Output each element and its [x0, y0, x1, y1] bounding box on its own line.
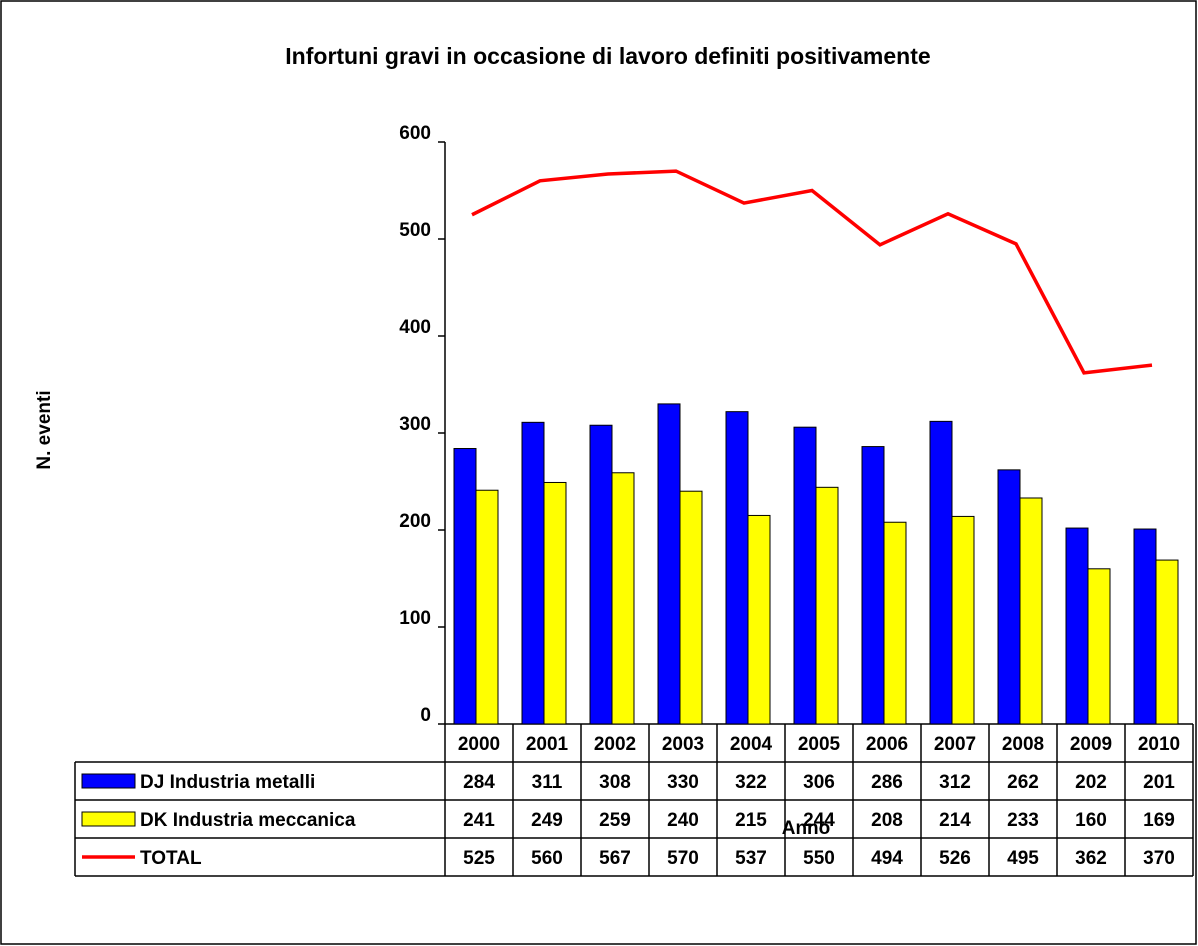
table-value: 570: [667, 848, 699, 869]
y-tick-label: 500: [399, 220, 431, 241]
y-tick-label: 300: [399, 414, 431, 435]
bar: [1087, 568, 1111, 725]
line-series: [471, 169, 1153, 375]
x-tick-label: 2000: [458, 734, 500, 755]
y-axis-label: N. eventi: [34, 390, 55, 469]
table-value: 215: [735, 810, 767, 831]
bar: [1155, 559, 1179, 725]
table-value: 286: [871, 772, 903, 793]
table-value: 526: [939, 848, 971, 869]
legend-label: TOTAL: [140, 848, 202, 869]
table-value: 370: [1143, 848, 1175, 869]
table-value: 330: [667, 772, 699, 793]
x-tick-label: 2010: [1138, 734, 1180, 755]
table-value: 249: [531, 810, 563, 831]
bar: [679, 490, 703, 725]
x-axis-label: Anno: [782, 818, 831, 839]
table-value: 208: [871, 810, 903, 831]
x-tick-label: 2006: [866, 734, 908, 755]
y-tick-label: 400: [399, 317, 431, 338]
table-value: 308: [599, 772, 631, 793]
x-tick-label: 2008: [1002, 734, 1044, 755]
table-value: 202: [1075, 772, 1107, 793]
legend-key: [81, 811, 136, 827]
x-tick-label: 2003: [662, 734, 704, 755]
bar: [861, 446, 885, 725]
y-tick-label: 100: [399, 608, 431, 629]
table-value: 567: [599, 848, 631, 869]
table-value: 262: [1007, 772, 1039, 793]
chart-title: Infortuni gravi in occasione di lavoro d…: [285, 43, 930, 69]
bar: [657, 403, 681, 725]
x-tick-label: 2004: [730, 734, 773, 755]
bar: [951, 515, 975, 725]
legend-label: DK Industria meccanica: [140, 810, 356, 831]
bar: [475, 489, 499, 725]
x-tick-label: 2005: [798, 734, 841, 755]
table-value: 284: [463, 772, 495, 793]
x-tick-label: 2001: [526, 734, 569, 755]
table-value: 362: [1075, 848, 1107, 869]
x-tick-label: 2007: [934, 734, 976, 755]
table-value: 240: [667, 810, 699, 831]
table-value: 233: [1007, 810, 1039, 831]
bar: [747, 514, 771, 725]
y-tick-label: 200: [399, 511, 431, 532]
bar: [793, 426, 817, 725]
bar: [883, 521, 907, 725]
x-tick-label: 2002: [594, 734, 636, 755]
legend-key: [81, 773, 136, 789]
table-value: 244: [803, 810, 835, 831]
table-value: 494: [871, 848, 903, 869]
bar: [725, 411, 749, 725]
y-tick-label: 600: [399, 123, 431, 144]
table-value: 259: [599, 810, 631, 831]
bar: [1065, 527, 1089, 725]
bar: [815, 486, 839, 725]
x-tick-label: 2009: [1070, 734, 1112, 755]
table-value: 311: [532, 772, 563, 793]
y-tick-label: 0: [420, 705, 431, 726]
table-value: 495: [1007, 848, 1039, 869]
bar: [589, 424, 613, 725]
legend-label: DJ Industria metalli: [140, 772, 315, 793]
table-value: 201: [1143, 772, 1175, 793]
bar: [543, 481, 567, 725]
table-value: 322: [735, 772, 767, 793]
bar: [453, 448, 477, 725]
bar: [521, 421, 545, 725]
table-value: 160: [1075, 810, 1107, 831]
table-value: 214: [939, 810, 971, 831]
bar: [929, 420, 953, 725]
bar: [611, 472, 635, 725]
bar: [1019, 497, 1043, 725]
bar: [997, 469, 1021, 725]
table-value: 550: [803, 848, 835, 869]
table-value: 169: [1143, 810, 1175, 831]
table-value: 537: [735, 848, 767, 869]
table-value: 560: [531, 848, 563, 869]
table-value: 241: [463, 810, 495, 831]
table-value: 306: [803, 772, 835, 793]
table-value: 312: [939, 772, 971, 793]
table-value: 525: [463, 848, 495, 869]
bar: [1133, 528, 1157, 725]
